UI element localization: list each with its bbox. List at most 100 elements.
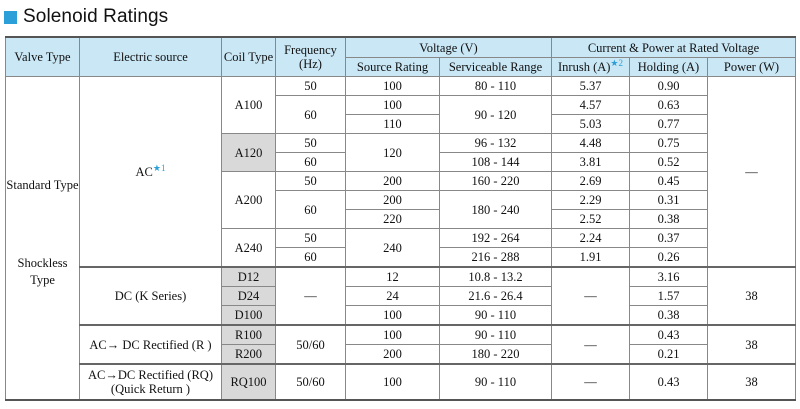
header-power: Power (W) <box>706 57 797 77</box>
coil-cell: R100 <box>221 324 276 345</box>
power-cell: 38 <box>706 266 797 326</box>
header-electric-source: Electric source <box>79 36 222 77</box>
table-row: AC→ DC Rectified (R ) R100 50/60 100 90 … <box>6 324 797 365</box>
power-cell: — <box>706 76 797 268</box>
power-cell: 38 <box>706 363 797 401</box>
table-row: 60 200 180 - 240 2.29 0.31 <box>6 190 796 229</box>
source-ac-dc-rq: AC→DC Rectified (RQ) (Quick Return ) <box>79 363 222 401</box>
range-cell: 192 - 264 <box>439 228 552 248</box>
frequency-cell: 60 <box>275 152 346 172</box>
inrush-cell: 5.37 <box>551 76 630 96</box>
holding-cell: 0.75 <box>629 133 708 153</box>
range-cell: 80 - 110 <box>439 76 552 96</box>
range-cell: 90 - 110 <box>439 324 552 345</box>
coil-cell: R200 <box>221 344 276 365</box>
power-cell: 38 <box>706 324 797 365</box>
header-valve-type: Valve Type <box>5 36 80 77</box>
range-cell: 90 - 110 <box>439 305 552 326</box>
holding-cell: 0.45 <box>629 171 708 191</box>
header-inrush: Inrush (A)★2 <box>551 57 630 77</box>
valve-type-standard: Standard Type <box>5 76 80 267</box>
coil-cell: RQ100 <box>221 363 276 401</box>
frequency-cell: 50/60 <box>275 363 346 401</box>
holding-cell: 1.57 <box>629 286 708 306</box>
source-rating-cell: 100 <box>345 363 440 401</box>
header-serviceable-range: Serviceable Range <box>439 57 552 77</box>
source-rating-cell: 24 <box>345 286 440 306</box>
coil-cell: D100 <box>221 305 276 326</box>
header-source-rating: Source Rating <box>345 57 440 77</box>
range-cell: 108 - 144 <box>439 152 552 172</box>
source-rating-cell: 220 <box>345 209 440 229</box>
title-square-icon <box>4 10 17 24</box>
table-row: 60 216 - 288 1.91 0.26 <box>6 247 796 268</box>
table-row: A240 50 240 192 - 264 2.24 0.37 <box>6 228 796 268</box>
inrush-cell: — <box>551 324 630 365</box>
coil-cell: A200 <box>221 171 276 229</box>
holding-cell: 0.90 <box>629 76 708 96</box>
holding-cell: 0.52 <box>629 152 708 172</box>
frequency-cell: 60 <box>275 190 346 229</box>
table-row: A120 50 120 96 - 132 4.48 0.75 <box>6 133 796 172</box>
coil-cell: D12 <box>221 266 276 287</box>
valve-type-shockless: Shockless Type <box>5 256 80 401</box>
frequency-cell: 60 <box>275 95 346 134</box>
range-cell: 216 - 288 <box>439 247 552 268</box>
source-rating-cell: 200 <box>345 190 440 210</box>
coil-cell: D24 <box>221 286 276 306</box>
frequency-cell: 50 <box>275 171 346 191</box>
inrush-cell: 2.69 <box>551 171 630 191</box>
range-cell: 90 - 110 <box>439 363 552 401</box>
inrush-cell: 2.24 <box>551 228 630 248</box>
coil-cell: A240 <box>221 228 276 268</box>
source-rating-cell: 100 <box>345 324 440 345</box>
inrush-cell: 2.52 <box>551 209 630 229</box>
source-rating-cell: 100 <box>345 305 440 326</box>
table-row: 110 5.03 0.77 <box>6 114 796 134</box>
table-row: R200 200 180 - 220 0.21 <box>6 344 796 365</box>
range-cell: 10.8 - 13.2 <box>439 266 552 287</box>
coil-cell: A120 <box>221 133 276 172</box>
header-voltage: Voltage (V) <box>345 36 552 58</box>
holding-cell: 0.26 <box>629 247 708 268</box>
holding-cell: 0.21 <box>629 344 708 365</box>
holding-cell: 0.38 <box>629 305 708 326</box>
source-rating-cell: 200 <box>345 344 440 365</box>
coil-cell: A100 <box>221 76 276 134</box>
inrush-cell: 4.48 <box>551 133 630 153</box>
table-row: Standard Type AC★1 A100 50 100 80 - 110 … <box>5 76 797 268</box>
source-ac-dc-r: AC→ DC Rectified (R ) <box>79 324 222 365</box>
frequency-cell: 50/60 <box>275 324 346 365</box>
source-ac: AC★1 <box>79 76 222 268</box>
inrush-cell: — <box>551 363 630 401</box>
header-coil-type: Coil Type <box>221 36 276 77</box>
source-rating-cell: 12 <box>345 266 440 287</box>
source-rating-cell: 100 <box>345 95 440 115</box>
inrush-cell: — <box>551 266 630 326</box>
range-cell: 21.6 - 26.4 <box>439 286 552 306</box>
source-rating-cell: 240 <box>345 228 440 268</box>
range-cell: 180 - 240 <box>439 190 552 229</box>
header-holding: Holding (A) <box>629 57 708 77</box>
table-row: AC→DC Rectified (RQ) (Quick Return ) RQ1… <box>6 363 797 401</box>
table-row: A200 50 200 160 - 220 2.69 0.45 <box>6 171 796 229</box>
source-rating-cell: 110 <box>345 114 440 134</box>
holding-cell: 0.63 <box>629 95 708 115</box>
table-row: D24 24 21.6 - 26.4 1.57 <box>6 286 796 306</box>
frequency-cell: — <box>275 266 346 326</box>
holding-cell: 3.16 <box>629 266 708 287</box>
frequency-cell: 50 <box>275 228 346 248</box>
inrush-cell: 2.29 <box>551 190 630 210</box>
frequency-cell: 60 <box>275 247 346 268</box>
source-rating-cell: 100 <box>345 76 440 96</box>
range-cell: 180 - 220 <box>439 344 552 365</box>
table-row: Shockless Type DC (K Series) D12 — 12 10… <box>5 256 797 401</box>
solenoid-ratings-table: Valve Type Electric source Coil Type Fre… <box>5 36 797 401</box>
holding-cell: 0.77 <box>629 114 708 134</box>
table-row: 220 2.52 0.38 <box>6 209 796 229</box>
title-text: Solenoid Ratings <box>23 6 169 27</box>
range-cell: 160 - 220 <box>439 171 552 191</box>
range-cell: 90 - 120 <box>439 95 552 134</box>
inrush-cell: 3.81 <box>551 152 630 172</box>
holding-cell: 0.38 <box>629 209 708 229</box>
